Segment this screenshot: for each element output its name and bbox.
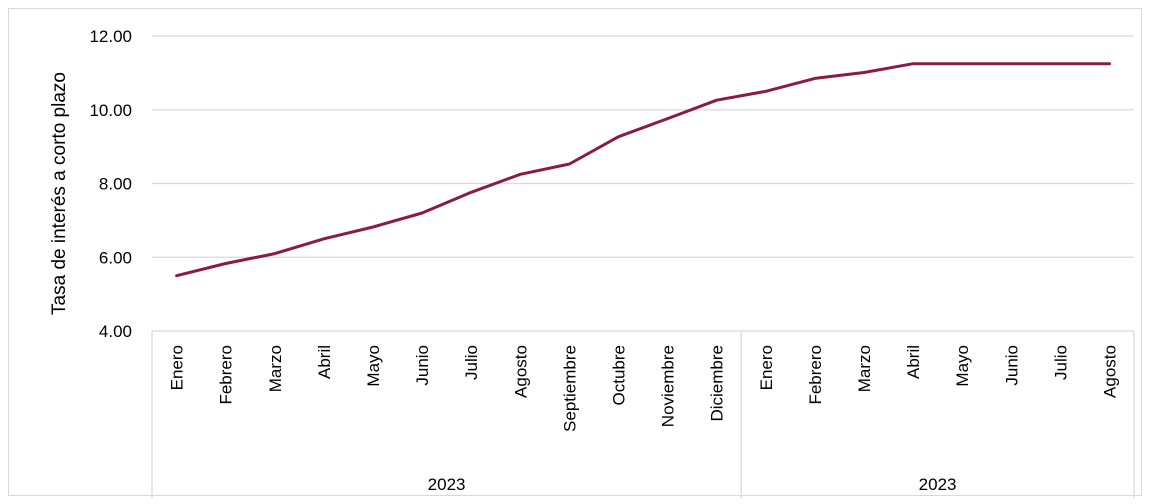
data-point (420, 211, 424, 215)
data-point (273, 252, 276, 255)
data-point (224, 262, 227, 265)
x-tick-label: Mayo (953, 345, 972, 387)
data-point (519, 173, 522, 176)
x-tick-label: Mayo (364, 345, 383, 387)
x-tick-label: Agosto (511, 345, 530, 398)
data-point (371, 225, 375, 229)
series-layer (175, 62, 1111, 278)
gridlines (152, 35, 1134, 332)
x-tick-label: Marzo (266, 345, 285, 392)
x-tick-label: Octubre (609, 345, 628, 405)
data-point (322, 237, 326, 241)
data-point (764, 90, 767, 93)
y-tick-label: 10.00 (89, 101, 132, 120)
data-point (469, 191, 473, 194)
x-tick-label: Julio (462, 345, 481, 380)
y-axis-ticks: 4.00 6.00 8.00 10.00 12.00 (89, 27, 132, 341)
x-tick-label: Septiembre (560, 345, 579, 432)
data-point (568, 162, 571, 166)
y-tick-label: 8.00 (99, 175, 132, 194)
data-point (1010, 62, 1013, 65)
y-tick-label: 4.00 (99, 322, 132, 341)
chart-frame (8, 8, 1142, 496)
data-point (617, 135, 620, 138)
data-point (715, 98, 718, 102)
data-point (666, 117, 669, 120)
x-tick-label: Enero (168, 345, 187, 390)
year-group-labels: 2023 2023 (428, 475, 957, 494)
x-tick-label: Diciembre (708, 345, 727, 422)
data-point (813, 77, 817, 80)
x-tick-label: Junio (413, 345, 432, 386)
group-label: 2023 (919, 475, 957, 494)
data-point (1059, 62, 1062, 65)
series-line (175, 62, 1111, 278)
x-tick-label: Junio (1002, 345, 1021, 386)
data-point (175, 274, 178, 277)
y-axis-title: Tasa de interés a corto plazo (49, 72, 70, 315)
x-axis-ticks: Enero Febrero Marzo Abril Mayo Junio Julio Agos… (168, 345, 1120, 432)
x-tick-label: Febrero (806, 345, 825, 405)
x-tick-label: Agosto (1100, 345, 1119, 398)
x-tick-label: Abril (904, 345, 923, 379)
x-tick-label: Noviembre (659, 345, 678, 427)
data-point (960, 62, 964, 65)
x-tick-label: Febrero (217, 345, 236, 405)
data-point (911, 62, 915, 65)
y-tick-label: 12.00 (89, 27, 132, 46)
y-tick-label: 6.00 (99, 248, 132, 267)
x-tick-label: Abril (315, 345, 334, 379)
x-tick-label: Enero (757, 345, 776, 390)
x-tick-label: Marzo (855, 345, 874, 392)
data-point (1108, 62, 1111, 65)
group-label: 2023 (428, 475, 466, 494)
axes (151, 331, 1135, 498)
data-point (862, 71, 866, 74)
x-tick-label: Julio (1051, 345, 1070, 380)
